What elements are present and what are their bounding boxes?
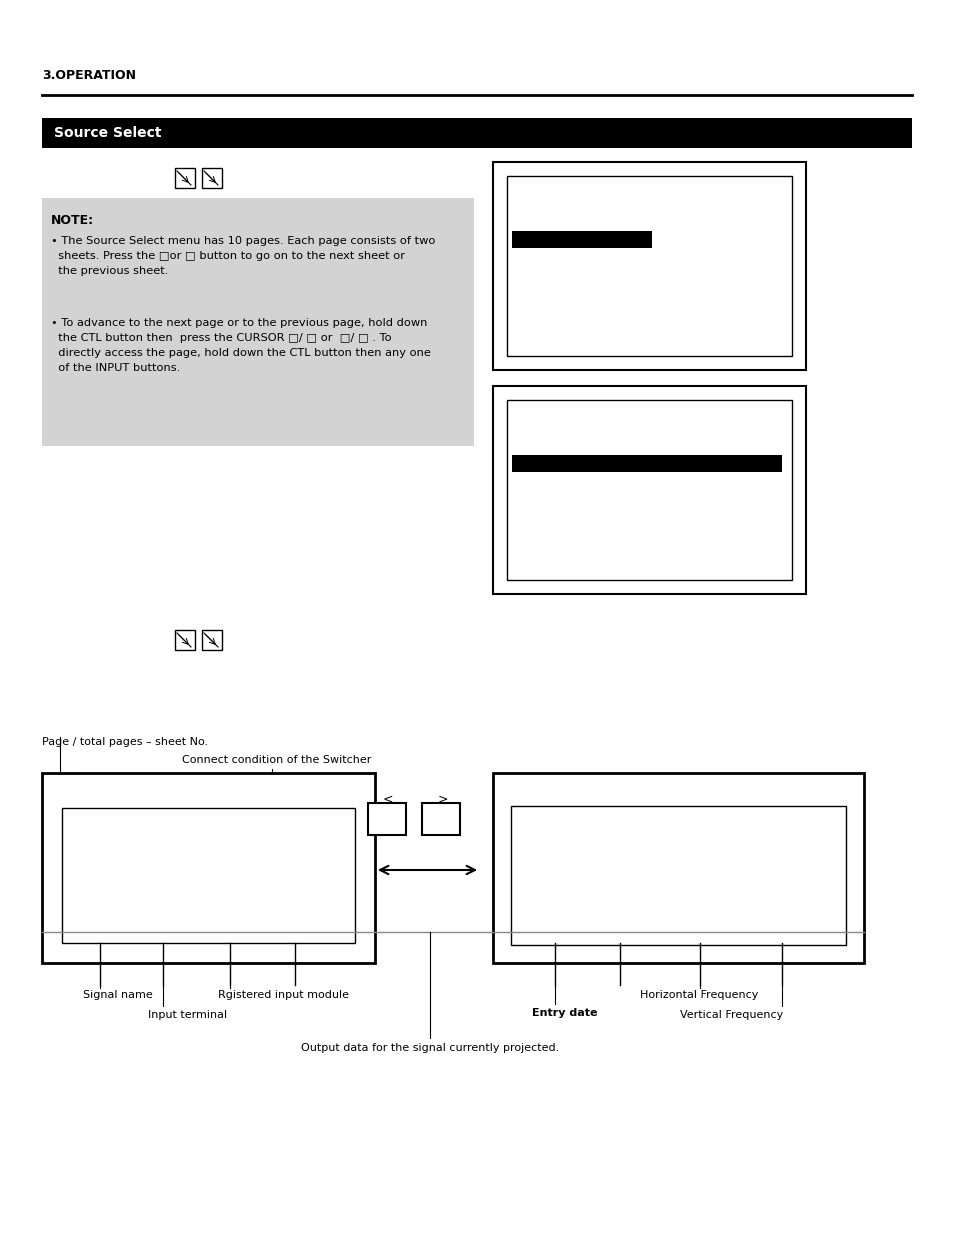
Text: the previous sheet.: the previous sheet. <box>51 266 168 276</box>
Text: Signal name: Signal name <box>83 990 152 999</box>
Bar <box>512 455 781 473</box>
Bar <box>493 386 805 594</box>
Bar <box>42 198 474 447</box>
Bar <box>42 118 911 148</box>
Text: the CTL button then  press the CURSOR □/ □ or  □/ □ . To: the CTL button then press the CURSOR □/ … <box>51 333 392 343</box>
Text: Horizontal Frequency: Horizontal Frequency <box>639 990 758 999</box>
Bar <box>62 808 355 943</box>
Bar <box>42 773 375 962</box>
Bar <box>202 168 222 188</box>
Bar <box>368 803 406 835</box>
Bar <box>511 807 845 945</box>
Text: >: > <box>437 793 448 807</box>
Text: NOTE:: NOTE: <box>51 214 94 228</box>
Bar <box>202 630 222 649</box>
Text: <: < <box>382 793 393 807</box>
Text: Page / total pages – sheet No.: Page / total pages – sheet No. <box>42 737 208 747</box>
Text: • The Source Select menu has 10 pages. Each page consists of two: • The Source Select menu has 10 pages. E… <box>51 236 435 246</box>
Text: Input terminal: Input terminal <box>148 1009 227 1021</box>
Text: Vertical Frequency: Vertical Frequency <box>679 1009 782 1021</box>
Text: Output data for the signal currently projected.: Output data for the signal currently pro… <box>300 1043 558 1053</box>
Text: of the INPUT buttons.: of the INPUT buttons. <box>51 362 180 374</box>
Bar <box>174 168 194 188</box>
Text: Source Select: Source Select <box>54 126 161 140</box>
Bar <box>506 400 791 580</box>
Bar <box>512 231 651 247</box>
Text: Entry date: Entry date <box>532 1008 597 1018</box>
Text: Connect condition of the Switcher: Connect condition of the Switcher <box>182 755 371 764</box>
Bar <box>174 630 194 649</box>
Text: sheets. Press the □or □ button to go on to the next sheet or: sheets. Press the □or □ button to go on … <box>51 251 405 261</box>
Text: • To advance to the next page or to the previous page, hold down: • To advance to the next page or to the … <box>51 318 427 328</box>
Bar <box>506 176 791 356</box>
Text: directly access the page, hold down the CTL button then any one: directly access the page, hold down the … <box>51 348 431 357</box>
Text: 3.OPERATION: 3.OPERATION <box>42 69 136 82</box>
Text: Rgistered input module: Rgistered input module <box>218 990 349 999</box>
Bar <box>493 773 863 962</box>
Bar <box>421 803 459 835</box>
Bar <box>493 162 805 370</box>
